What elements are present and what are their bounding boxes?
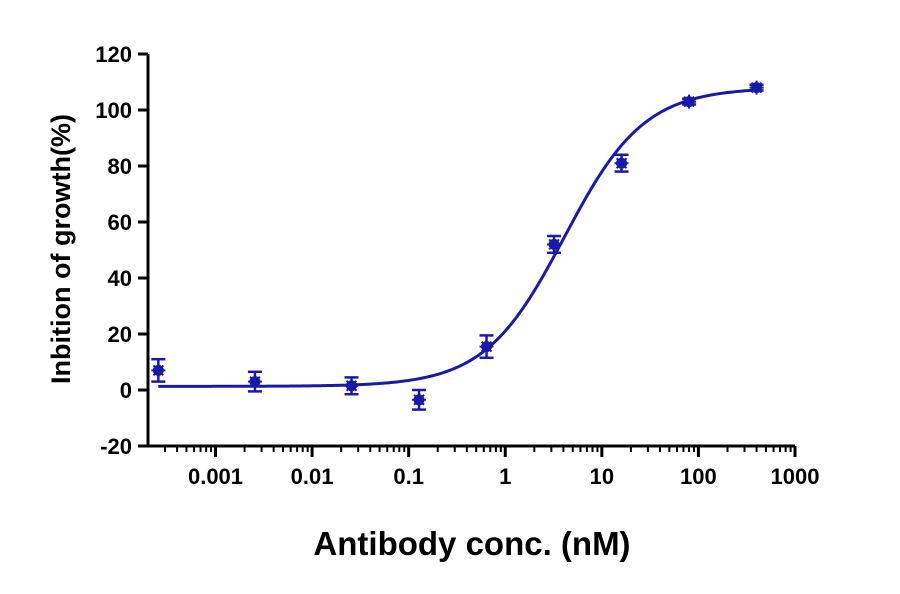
- x-tick-label: 0.001: [188, 464, 243, 489]
- x-axis: 0.001 0.01 0.1 1 10 100 1000: [148, 444, 820, 489]
- marker-spike: [413, 394, 425, 406]
- y-tick-label: 20: [108, 322, 132, 347]
- y-tick-label: 40: [108, 266, 132, 291]
- data-point: [344, 376, 359, 396]
- y-tick-label: 100: [95, 98, 132, 123]
- data-point: [151, 357, 166, 383]
- y-axis-title: Inbition of growth(%): [46, 114, 76, 384]
- x-tick-label: 10: [590, 464, 614, 489]
- marker-spike: [548, 238, 560, 251]
- x-tick-label: 1: [499, 464, 511, 489]
- marker-spike: [683, 95, 695, 108]
- data-points-layer: [151, 80, 764, 411]
- marker-spike: [480, 340, 493, 353]
- y-tick-label: 0: [120, 378, 132, 403]
- y-axis: -20 0 20 40 60 80 100 120: [95, 42, 150, 459]
- marker-spike: [249, 375, 261, 388]
- x-tick-label: 100: [680, 464, 717, 489]
- y-tick-label: 120: [95, 42, 132, 67]
- data-point: [547, 234, 562, 255]
- x-tick-label: 1000: [771, 464, 820, 489]
- data-point: [247, 370, 262, 393]
- y-tick-label: 80: [108, 154, 132, 179]
- marker-spike: [615, 157, 628, 169]
- x-tick-label: 0.1: [393, 464, 424, 489]
- data-point: [749, 80, 764, 95]
- y-tick-label: 60: [108, 210, 132, 235]
- fitted-curve-layer: [158, 88, 757, 388]
- y-tick-label: -20: [100, 434, 132, 459]
- data-point: [479, 334, 494, 360]
- x-axis-title: Antibody conc. (nM): [313, 525, 630, 562]
- data-point: [682, 94, 697, 109]
- data-point: [412, 388, 427, 411]
- x-tick-label: 0.01: [291, 464, 334, 489]
- data-point: [614, 153, 629, 173]
- marker-spike: [750, 81, 763, 94]
- marker-spike: [152, 364, 165, 377]
- fitted-curve: [158, 88, 757, 388]
- marker-spike: [345, 380, 358, 392]
